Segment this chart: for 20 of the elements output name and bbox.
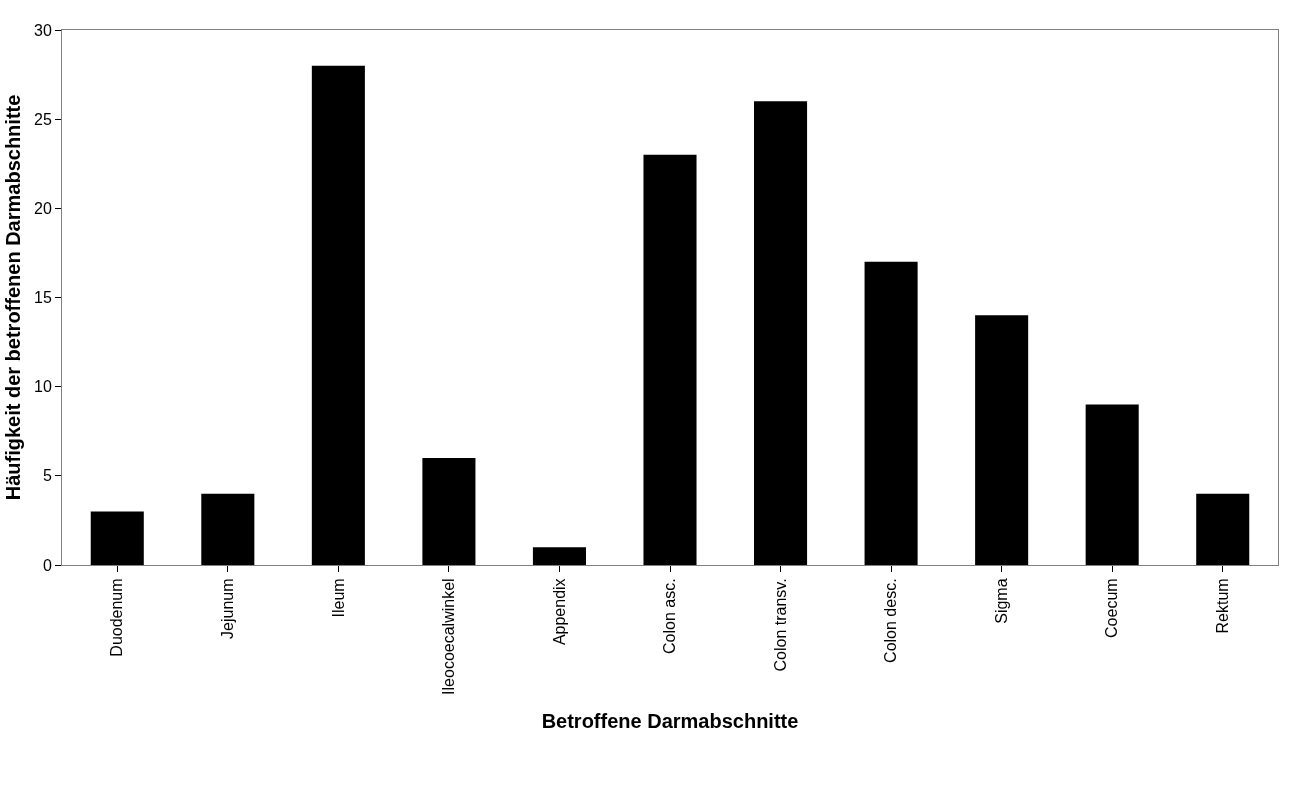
x-tick-label: Duodenum bbox=[108, 578, 126, 657]
y-tick-label: 10 bbox=[34, 378, 52, 396]
x-tick-label: Ileum bbox=[329, 578, 347, 618]
x-tick-label: Colon transv. bbox=[771, 578, 789, 672]
x-tick-label: Colon desc. bbox=[882, 578, 900, 663]
y-tick-label: 15 bbox=[34, 289, 52, 307]
y-axis-title: Häufigkeit der betroffenen Darmabschnitte bbox=[1, 94, 24, 501]
x-axis-title: Betroffene Darmabschnitte bbox=[541, 710, 799, 733]
y-tick-label: 30 bbox=[34, 21, 52, 39]
y-tick-label: 25 bbox=[34, 110, 52, 128]
x-tick-label: Ileocoecalwinkel bbox=[440, 578, 458, 695]
y-tick-label: 0 bbox=[42, 556, 52, 574]
x-tick-label: Rektum bbox=[1213, 578, 1231, 634]
x-tick-label: Appendix bbox=[550, 578, 568, 646]
y-tick-label: 20 bbox=[34, 199, 52, 217]
x-tick-label: Colon asc. bbox=[661, 578, 679, 654]
x-tick-label: Coecum bbox=[1103, 578, 1121, 638]
x-tick-label: Sigma bbox=[992, 578, 1010, 624]
x-tick-label: Jejunum bbox=[219, 578, 237, 639]
y-tick-label: 5 bbox=[42, 467, 52, 485]
